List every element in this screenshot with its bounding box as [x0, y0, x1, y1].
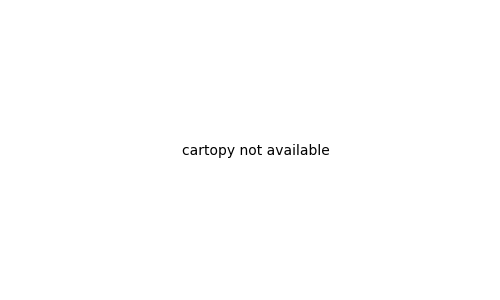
- Text: cartopy not available: cartopy not available: [182, 145, 330, 158]
